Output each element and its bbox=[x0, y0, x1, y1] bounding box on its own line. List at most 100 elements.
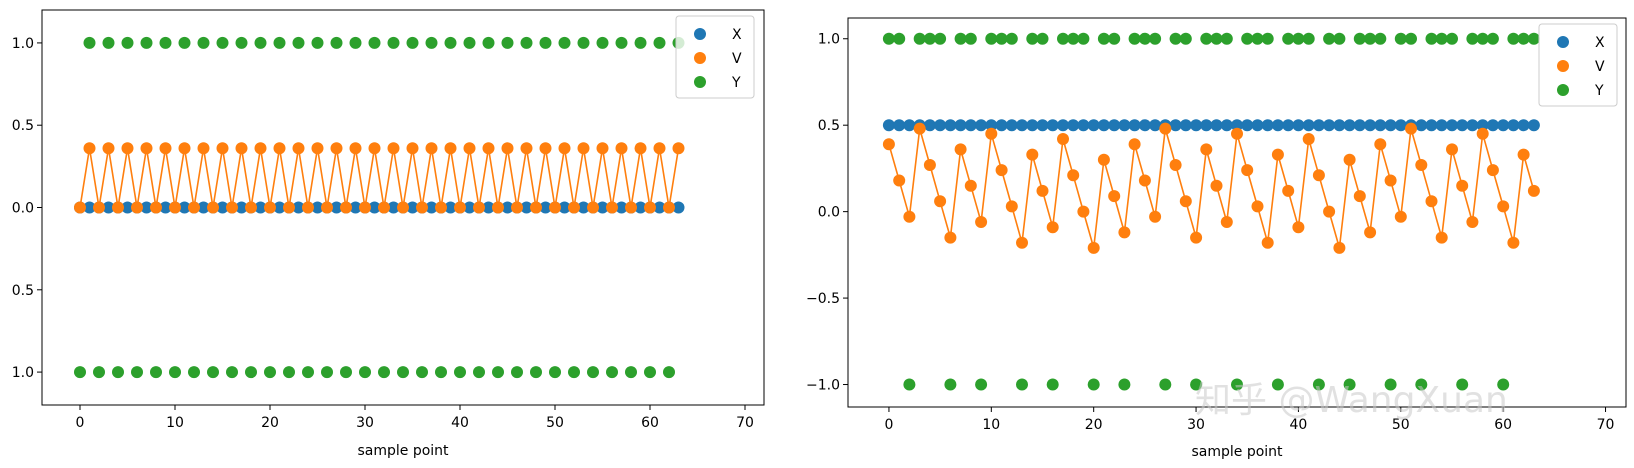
x-tick-label: 70 bbox=[736, 415, 754, 431]
series-y-point bbox=[1138, 32, 1151, 45]
series-y-point bbox=[435, 366, 447, 379]
series-y-point bbox=[1302, 32, 1315, 45]
series-v-point bbox=[482, 142, 495, 155]
series-v-point bbox=[368, 142, 381, 155]
series-x-point bbox=[501, 201, 514, 214]
series-v-line bbox=[888, 128, 1535, 249]
legend-box bbox=[675, 15, 755, 99]
series-v-point bbox=[1312, 169, 1325, 182]
x-tick-label: 50 bbox=[546, 415, 564, 431]
plot-frame bbox=[41, 9, 765, 406]
series-y-point bbox=[511, 366, 523, 379]
legend-box bbox=[1538, 23, 1618, 107]
series-v-point bbox=[1353, 190, 1366, 203]
series-y-point bbox=[235, 36, 248, 49]
series-y-point bbox=[985, 32, 998, 45]
series-y-point bbox=[1333, 32, 1346, 45]
series-v-point bbox=[416, 201, 428, 214]
series-v-point bbox=[1517, 148, 1530, 161]
x-tick-label: 30 bbox=[356, 415, 374, 431]
legend-label-x: X bbox=[732, 27, 742, 43]
series-y-point bbox=[1210, 32, 1223, 45]
series-v-point bbox=[653, 142, 666, 155]
series-x-point bbox=[254, 201, 267, 214]
series-y-point bbox=[1251, 32, 1264, 45]
series-y-point bbox=[112, 366, 124, 379]
y-tick-label: 1.0 bbox=[12, 365, 34, 381]
series-y-point bbox=[501, 36, 514, 49]
x-tick-label: 50 bbox=[1392, 417, 1410, 433]
series-v-point bbox=[1374, 138, 1387, 151]
series-y-point bbox=[245, 366, 257, 379]
legend-marker-x bbox=[1557, 36, 1569, 48]
series-x-point bbox=[1169, 119, 1182, 132]
series-v-point bbox=[1343, 153, 1356, 166]
series-v-point bbox=[321, 201, 333, 214]
series-y-point bbox=[1200, 32, 1213, 45]
series-v-point bbox=[1476, 127, 1489, 140]
legend-label-x: X bbox=[1595, 35, 1605, 51]
series-v-point bbox=[1046, 221, 1059, 234]
series-y-point bbox=[923, 32, 936, 45]
series-v-point bbox=[1097, 153, 1110, 166]
legend-marker-y bbox=[694, 76, 706, 88]
series-y-point bbox=[340, 366, 352, 379]
series-x-point bbox=[882, 119, 895, 132]
series-y-point bbox=[934, 32, 947, 45]
series-v-point bbox=[1220, 216, 1233, 228]
series-v-point bbox=[188, 201, 200, 214]
series-v-point bbox=[1210, 179, 1223, 192]
series-x-point bbox=[1261, 119, 1274, 132]
series-y-point bbox=[207, 366, 219, 379]
series-v-point bbox=[923, 159, 936, 171]
x-tick-label: 70 bbox=[1597, 417, 1615, 433]
series-v-point bbox=[1159, 122, 1172, 135]
series-y-point bbox=[1149, 32, 1162, 45]
series-y-point bbox=[387, 36, 400, 49]
series-x-point bbox=[615, 201, 628, 214]
series-x-point bbox=[216, 201, 229, 214]
series-v-point bbox=[283, 201, 295, 214]
series-y-point bbox=[634, 36, 647, 49]
series-v-point bbox=[216, 142, 229, 155]
series-v-point bbox=[131, 201, 143, 214]
legend: XVY bbox=[1538, 23, 1618, 107]
series-x-point bbox=[1138, 119, 1151, 132]
series-v-point bbox=[644, 201, 656, 214]
series-v-point bbox=[995, 164, 1008, 177]
series-x-point bbox=[1200, 119, 1213, 132]
series-v-point bbox=[1507, 236, 1520, 249]
series-x-point bbox=[596, 201, 609, 214]
series-v-point bbox=[672, 142, 685, 155]
series-x-point bbox=[235, 201, 248, 214]
series-v-point bbox=[178, 142, 191, 155]
series-y-point bbox=[416, 366, 428, 379]
legend: XVY bbox=[675, 15, 755, 99]
series-y-point bbox=[1046, 378, 1059, 391]
x-tick-label: 40 bbox=[1290, 417, 1308, 433]
series-y-point bbox=[1353, 32, 1366, 45]
x-tick-label: 40 bbox=[451, 415, 469, 431]
series-y-point bbox=[273, 36, 286, 49]
series-x-point bbox=[1312, 119, 1325, 132]
series-v-point bbox=[93, 201, 105, 214]
series-y-point bbox=[615, 36, 628, 49]
series-v-point bbox=[463, 142, 476, 155]
series-y-point bbox=[954, 32, 967, 45]
series-v-point bbox=[913, 122, 926, 135]
series-y-point bbox=[1036, 32, 1049, 45]
series-v-point bbox=[245, 201, 257, 214]
series-x-point bbox=[1343, 119, 1356, 132]
watermark-text: 知乎 @WangXuan bbox=[1195, 380, 1508, 421]
series-x-point bbox=[444, 201, 457, 214]
series-v-point bbox=[292, 142, 305, 155]
series-x-point bbox=[1415, 119, 1428, 132]
y-tick-label: 0.5 bbox=[12, 283, 34, 299]
x-tick-label: 30 bbox=[1187, 417, 1205, 433]
series-x-point bbox=[178, 201, 191, 214]
series-v-point bbox=[1435, 231, 1448, 244]
series-y-point bbox=[577, 36, 590, 49]
y-tick-label: 0.5 bbox=[818, 118, 840, 134]
series-v-point bbox=[378, 201, 390, 214]
chart-right: 0 10 20 30 40 50 60 70 1.0 0.5 0.0 −0.5 −1.0 sample p… bbox=[806, 17, 1627, 460]
